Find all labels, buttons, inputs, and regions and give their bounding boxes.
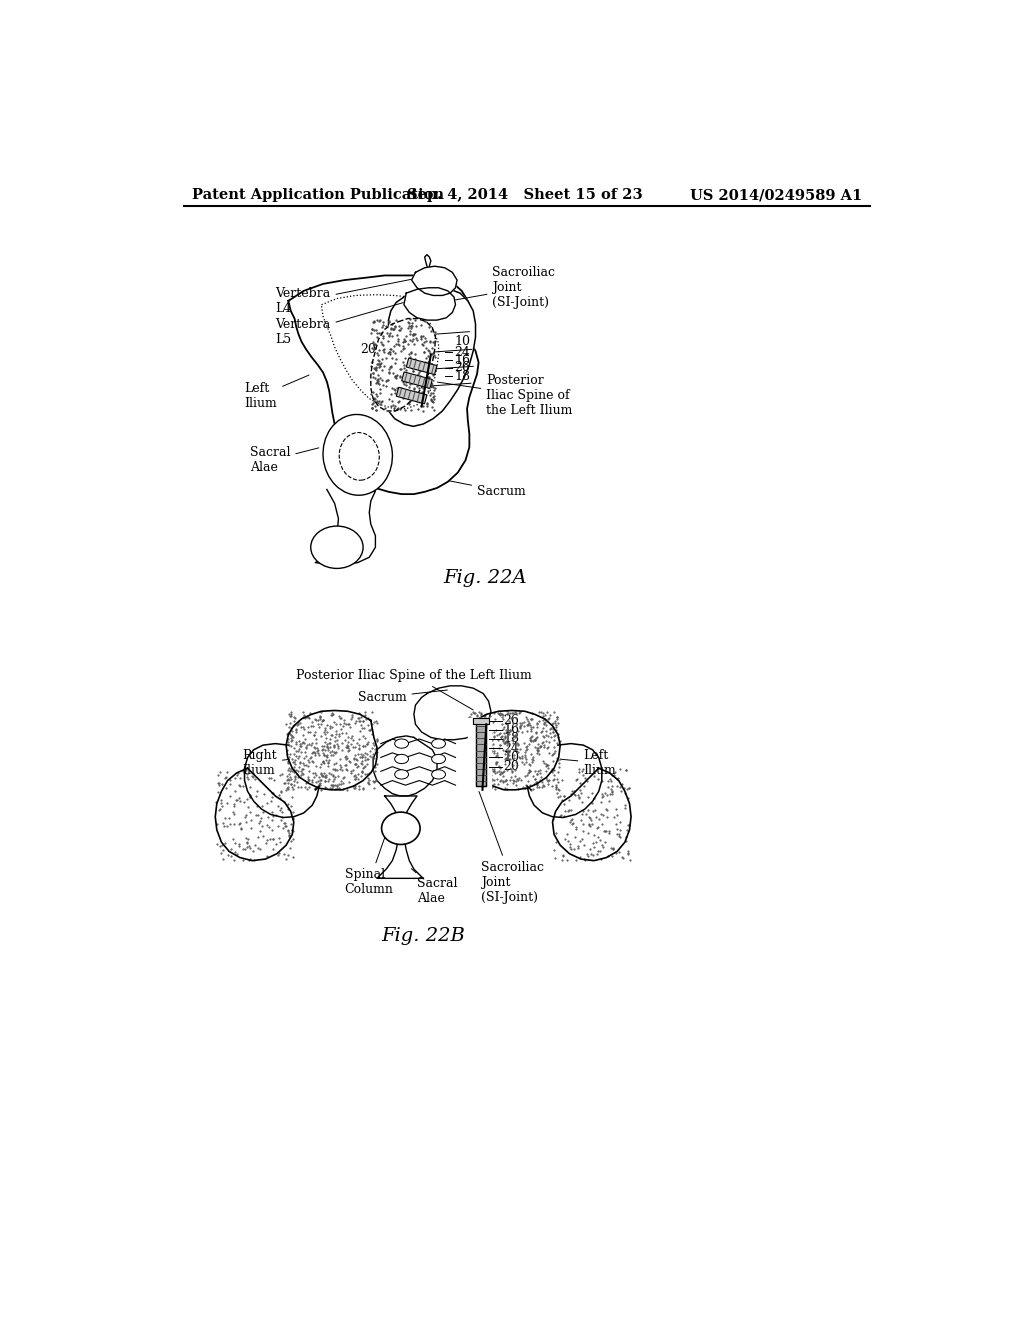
Text: Fig. 22B: Fig. 22B (381, 927, 465, 945)
Text: Vertebra
L5: Vertebra L5 (275, 302, 407, 346)
Polygon shape (373, 737, 437, 796)
Text: Sacral
Alae: Sacral Alae (250, 446, 318, 474)
Ellipse shape (394, 739, 409, 748)
Text: Patent Application Publication: Patent Application Publication (193, 189, 444, 202)
Polygon shape (371, 318, 435, 411)
Polygon shape (414, 686, 490, 739)
Ellipse shape (394, 755, 409, 763)
Text: Right
Ilium: Right Ilium (243, 748, 290, 777)
Text: Sacrum: Sacrum (449, 480, 525, 498)
Ellipse shape (310, 527, 364, 569)
Text: 16: 16 (503, 723, 519, 737)
Text: Sacrum: Sacrum (357, 690, 447, 704)
Polygon shape (412, 267, 457, 296)
Polygon shape (475, 722, 486, 785)
Text: Left
Ilium: Left Ilium (245, 375, 309, 409)
Polygon shape (403, 288, 456, 321)
Text: Posterior Iliac Spine of the Left Ilium: Posterior Iliac Spine of the Left Ilium (296, 669, 531, 710)
Ellipse shape (394, 770, 409, 779)
Ellipse shape (382, 812, 420, 845)
Text: Left
Ilium: Left Ilium (561, 748, 616, 777)
Text: 26: 26 (503, 714, 519, 727)
Text: 16: 16 (454, 354, 470, 367)
Polygon shape (473, 718, 488, 725)
Text: Sacroiliac
Joint
(SI-Joint): Sacroiliac Joint (SI-Joint) (476, 784, 544, 904)
Ellipse shape (432, 739, 445, 748)
Text: Sacral
Alae: Sacral Alae (412, 869, 458, 906)
Text: Vertebra
L4: Vertebra L4 (275, 279, 417, 315)
Polygon shape (286, 710, 377, 789)
Polygon shape (215, 768, 294, 861)
Text: 26: 26 (454, 362, 470, 375)
Text: 24: 24 (454, 346, 470, 359)
Text: Fig. 22A: Fig. 22A (443, 569, 526, 587)
Text: 24: 24 (503, 742, 519, 755)
Ellipse shape (323, 414, 392, 495)
Ellipse shape (339, 433, 379, 480)
Text: 10: 10 (454, 335, 470, 348)
Text: Sep. 4, 2014   Sheet 15 of 23: Sep. 4, 2014 Sheet 15 of 23 (407, 189, 643, 202)
Polygon shape (383, 289, 475, 426)
FancyBboxPatch shape (401, 372, 432, 388)
Ellipse shape (432, 770, 445, 779)
Polygon shape (377, 796, 423, 878)
Text: US 2014/0249589 A1: US 2014/0249589 A1 (690, 189, 862, 202)
Text: 20: 20 (359, 343, 376, 356)
Text: 18: 18 (503, 733, 519, 746)
FancyBboxPatch shape (407, 358, 437, 375)
Text: Sacroiliac
Joint
(SI-Joint): Sacroiliac Joint (SI-Joint) (453, 267, 555, 309)
Polygon shape (289, 276, 478, 494)
Polygon shape (553, 768, 631, 861)
Text: 18: 18 (454, 370, 470, 383)
Polygon shape (468, 718, 490, 789)
Ellipse shape (432, 755, 445, 763)
Polygon shape (469, 710, 560, 789)
Text: Posterior
Iliac Spine of
the Left Ilium: Posterior Iliac Spine of the Left Ilium (437, 374, 572, 417)
Text: 10: 10 (503, 751, 519, 764)
Text: Spinal
Column: Spinal Column (345, 829, 393, 896)
Text: 20: 20 (503, 760, 519, 774)
FancyBboxPatch shape (396, 387, 427, 404)
